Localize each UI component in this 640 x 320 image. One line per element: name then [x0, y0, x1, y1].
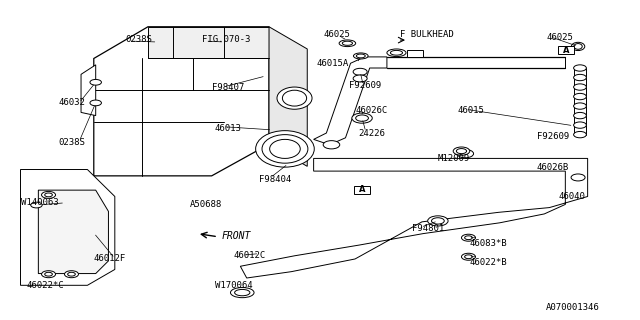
Text: F92609: F92609 [349, 81, 381, 90]
Text: F98407: F98407 [212, 83, 244, 92]
Circle shape [45, 272, 52, 276]
Text: 46012C: 46012C [234, 251, 266, 260]
Text: W140063: W140063 [20, 198, 58, 207]
Text: 0238S: 0238S [59, 138, 86, 147]
Ellipse shape [339, 40, 356, 47]
Text: 46026B: 46026B [537, 164, 569, 172]
Text: 46040: 46040 [559, 192, 586, 201]
Text: 46015A: 46015A [317, 59, 349, 68]
Polygon shape [81, 65, 96, 116]
Text: FIG.070-3: FIG.070-3 [202, 35, 250, 44]
Circle shape [90, 79, 101, 85]
Text: W170064: W170064 [215, 281, 253, 290]
Polygon shape [94, 27, 269, 176]
Ellipse shape [269, 140, 300, 158]
FancyBboxPatch shape [354, 186, 371, 194]
Ellipse shape [572, 42, 585, 51]
Polygon shape [269, 27, 307, 166]
Circle shape [353, 75, 367, 82]
Circle shape [465, 255, 472, 259]
Text: FRONT: FRONT [221, 231, 251, 241]
Text: 46025: 46025 [323, 30, 350, 39]
Ellipse shape [230, 288, 254, 298]
Text: 46083*B: 46083*B [470, 239, 508, 248]
Ellipse shape [255, 131, 314, 167]
Text: M12009: M12009 [438, 154, 470, 163]
Text: A50688: A50688 [189, 200, 221, 209]
Circle shape [42, 271, 56, 278]
Ellipse shape [342, 41, 353, 45]
Circle shape [431, 218, 444, 224]
Ellipse shape [573, 122, 586, 128]
Ellipse shape [282, 90, 307, 106]
Text: 46013: 46013 [215, 124, 242, 133]
Text: A: A [563, 46, 569, 55]
Ellipse shape [390, 50, 403, 55]
Circle shape [465, 236, 472, 240]
Text: 46022*B: 46022*B [470, 258, 508, 267]
Circle shape [65, 271, 79, 278]
Ellipse shape [573, 84, 586, 90]
Ellipse shape [573, 74, 586, 81]
Ellipse shape [353, 53, 368, 59]
Ellipse shape [387, 49, 406, 57]
Circle shape [352, 113, 372, 123]
Circle shape [453, 147, 470, 155]
Circle shape [457, 149, 474, 158]
Text: F94801: F94801 [412, 224, 445, 233]
Ellipse shape [262, 135, 308, 163]
FancyBboxPatch shape [557, 46, 574, 54]
Circle shape [353, 68, 367, 75]
Circle shape [461, 253, 476, 260]
Text: 0238S: 0238S [125, 35, 152, 44]
Text: 46032: 46032 [59, 99, 86, 108]
Polygon shape [20, 170, 115, 285]
Text: F92609: F92609 [537, 132, 569, 141]
Ellipse shape [573, 132, 586, 138]
Circle shape [456, 148, 467, 154]
Ellipse shape [235, 289, 250, 296]
Text: 24226: 24226 [358, 129, 385, 138]
Polygon shape [241, 158, 588, 278]
Text: F98404: F98404 [259, 174, 292, 184]
Circle shape [571, 174, 585, 181]
Ellipse shape [574, 44, 582, 49]
Text: A: A [359, 185, 365, 194]
Circle shape [461, 234, 476, 241]
Circle shape [428, 216, 448, 226]
Text: 46012F: 46012F [94, 254, 126, 263]
Circle shape [90, 100, 101, 106]
Circle shape [68, 272, 76, 276]
Ellipse shape [573, 93, 586, 100]
Circle shape [31, 202, 42, 208]
Ellipse shape [573, 65, 586, 71]
Text: 46026C: 46026C [355, 106, 387, 115]
FancyBboxPatch shape [406, 50, 423, 57]
Text: 46025: 46025 [546, 33, 573, 42]
Polygon shape [314, 57, 387, 145]
Circle shape [356, 115, 369, 121]
Text: 46022*C: 46022*C [27, 281, 65, 290]
Ellipse shape [277, 87, 312, 109]
Text: 46015: 46015 [457, 106, 484, 115]
Text: F BULKHEAD: F BULKHEAD [399, 30, 453, 39]
Circle shape [45, 193, 52, 197]
Circle shape [323, 141, 340, 149]
Polygon shape [38, 190, 108, 274]
Ellipse shape [573, 112, 586, 119]
Ellipse shape [573, 103, 586, 109]
Circle shape [42, 191, 56, 198]
Polygon shape [148, 27, 269, 59]
Ellipse shape [356, 54, 365, 58]
Text: A070001346: A070001346 [546, 303, 600, 312]
